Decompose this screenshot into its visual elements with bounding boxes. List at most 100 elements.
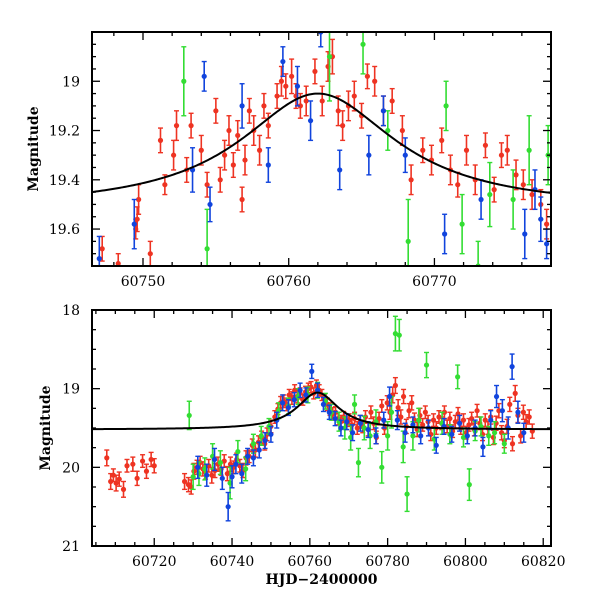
- blue-data-point: [538, 216, 544, 222]
- blue-data-point: [365, 426, 371, 433]
- red-data-point: [265, 123, 271, 129]
- x-tick-label: 60740: [210, 554, 255, 570]
- green-data-point: [526, 147, 532, 153]
- red-data-point: [99, 246, 105, 252]
- blue-data-point: [478, 196, 484, 203]
- red-data-point: [447, 415, 453, 422]
- red-data-point: [408, 177, 414, 183]
- red-data-point: [235, 132, 241, 139]
- blue-data-point: [294, 83, 301, 89]
- red-data-point: [439, 137, 445, 143]
- red-data-point: [116, 476, 122, 482]
- red-data-point: [544, 221, 550, 227]
- green-data-point: [460, 434, 467, 441]
- red-data-point: [520, 409, 526, 415]
- red-data-point: [108, 478, 114, 485]
- red-data-point: [224, 471, 230, 477]
- green-data-point: [258, 433, 264, 439]
- red-data-point: [261, 103, 267, 109]
- red-data-point: [213, 108, 219, 114]
- red-data-point: [148, 456, 154, 463]
- red-data-point: [283, 83, 289, 89]
- x-tick-label: 60770: [412, 274, 457, 290]
- green-data-point: [361, 425, 367, 431]
- red-data-point: [115, 260, 121, 266]
- blue-data-point: [366, 152, 372, 158]
- red-data-point: [256, 147, 263, 153]
- blue-data-point: [488, 417, 494, 423]
- blue-data-point: [338, 425, 344, 431]
- red-data-point: [509, 441, 516, 447]
- red-data-point: [513, 172, 519, 178]
- blue-data-point: [297, 387, 303, 393]
- red-data-point: [113, 480, 119, 486]
- blue-data-point: [225, 504, 231, 510]
- green-data-point: [396, 332, 402, 338]
- red-data-point: [340, 123, 346, 129]
- red-data-point: [312, 68, 318, 75]
- red-data-point: [104, 455, 110, 461]
- red-data-point: [420, 422, 426, 428]
- red-data-point: [162, 182, 168, 188]
- green-data-point: [360, 41, 366, 47]
- y-tick-label: 19.4: [49, 173, 80, 189]
- green-data-point: [217, 460, 223, 466]
- blue-data-point: [291, 397, 297, 403]
- x-tick-label: 60780: [365, 554, 410, 570]
- blue-data-point: [219, 475, 225, 481]
- red-data-point: [239, 196, 245, 203]
- blue-data-point: [256, 447, 262, 453]
- red-data-point: [171, 152, 177, 158]
- red-data-point: [504, 147, 510, 153]
- blue-data-point: [521, 430, 527, 436]
- red-data-point: [209, 472, 215, 478]
- green-data-point: [410, 433, 416, 439]
- green-data-point: [487, 191, 493, 198]
- blue-data-point: [239, 103, 245, 109]
- red-data-point: [422, 409, 428, 415]
- blue-data-point: [204, 472, 210, 478]
- red-data-point: [507, 401, 513, 407]
- red-data-point: [124, 463, 130, 469]
- green-data-point: [190, 474, 196, 480]
- blue-data-point: [207, 201, 213, 208]
- blue-data-point: [303, 392, 309, 398]
- red-data-point: [368, 409, 374, 415]
- blue-data-point: [337, 167, 343, 173]
- green-data-point: [501, 441, 507, 447]
- red-data-point: [173, 123, 180, 129]
- red-data-point: [392, 382, 399, 389]
- red-data-point: [226, 127, 232, 134]
- blue-data-point: [433, 442, 439, 448]
- red-data-point: [297, 103, 303, 109]
- blue-data-point: [464, 433, 470, 439]
- red-data-point: [455, 182, 461, 188]
- y-tick-label: 21: [62, 539, 80, 555]
- blue-data-point: [544, 241, 550, 247]
- blue-data-point: [499, 408, 505, 414]
- red-data-point: [498, 152, 505, 158]
- blue-data-point: [268, 431, 274, 437]
- red-data-point: [398, 414, 404, 420]
- blue-data-point: [480, 444, 486, 450]
- red-data-point: [482, 142, 489, 148]
- top-y-axis-label: Magnitude: [26, 106, 42, 191]
- blue-data-point: [515, 409, 521, 415]
- red-data-point: [134, 475, 140, 481]
- blue-data-point: [239, 471, 245, 477]
- red-data-point: [246, 108, 252, 114]
- model-curve: [92, 391, 551, 431]
- red-data-point: [110, 472, 116, 478]
- green-data-point: [416, 417, 422, 423]
- red-data-point: [364, 73, 370, 79]
- green-data-point: [491, 430, 498, 436]
- blue-data-point: [449, 431, 455, 437]
- red-data-point: [466, 422, 472, 428]
- blue-data-point: [195, 464, 201, 470]
- bottom-panel: 60720 60740 60760 60780 60800 60820 18 19 20 21 M…: [38, 303, 565, 588]
- blue-data-point: [386, 393, 393, 400]
- green-data-point: [400, 444, 406, 450]
- blue-data-point: [402, 430, 408, 436]
- model-curve: [92, 92, 551, 194]
